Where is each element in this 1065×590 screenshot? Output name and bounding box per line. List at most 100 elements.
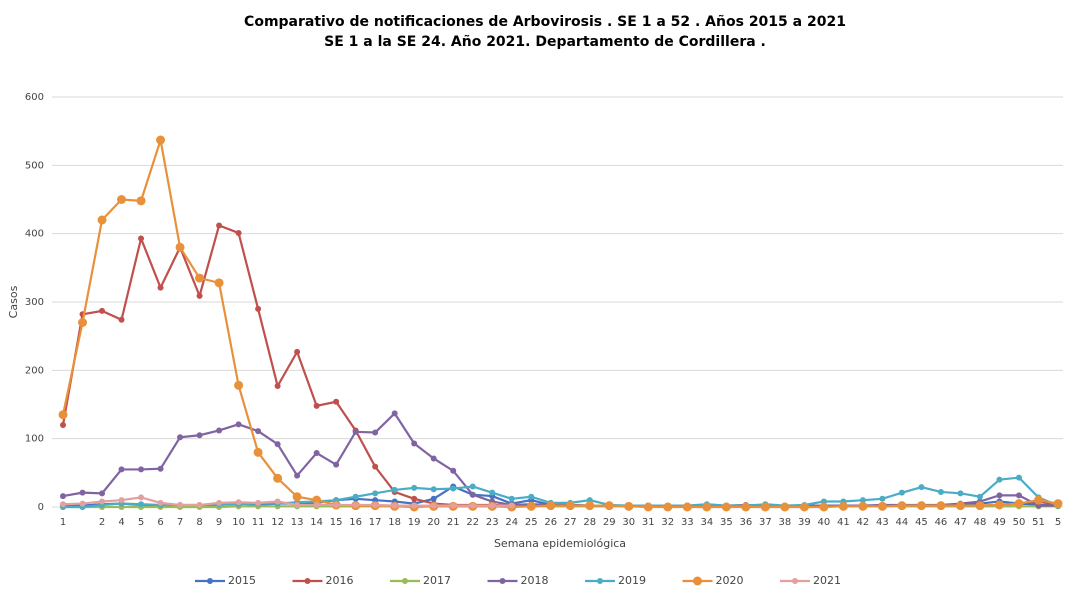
- x-tick-label: 43: [876, 517, 889, 528]
- data-point: [508, 495, 515, 502]
- data-point: [411, 495, 418, 502]
- x-tick-label: 45: [915, 517, 928, 528]
- data-point: [565, 501, 575, 511]
- legend-label: 2018: [521, 574, 549, 587]
- data-point: [118, 497, 125, 504]
- x-tick-label: 18: [388, 517, 401, 528]
- data-point: [214, 278, 224, 288]
- x-tick-label: 9: [216, 517, 222, 528]
- x-tick-label: 50: [1013, 517, 1026, 528]
- data-point: [955, 501, 965, 511]
- x-tick-label: 37: [759, 517, 772, 528]
- data-point: [58, 410, 68, 420]
- x-tick-label: 19: [408, 517, 421, 528]
- data-point: [352, 493, 359, 500]
- data-point: [294, 472, 301, 479]
- x-tick-label: 27: [564, 517, 577, 528]
- x-tick-label: 5: [1055, 517, 1061, 528]
- data-point: [546, 501, 556, 511]
- series-line: [61, 139, 1059, 509]
- data-point: [702, 502, 712, 512]
- data-point: [294, 501, 301, 508]
- data-point: [78, 318, 88, 327]
- x-axis-label: Semana epidemiológica: [494, 537, 626, 550]
- data-point: [274, 498, 281, 505]
- x-tick-label: 10: [232, 517, 245, 528]
- data-point: [682, 502, 692, 512]
- data-point: [333, 501, 340, 508]
- data-point: [976, 493, 983, 500]
- y-axis-label: Casos: [7, 285, 20, 318]
- data-point: [526, 501, 536, 511]
- x-tick-label: 29: [603, 517, 616, 528]
- x-tick-label: 21: [447, 517, 460, 528]
- data-point: [918, 484, 925, 491]
- x-tick-label: 51: [1032, 517, 1045, 528]
- data-point: [216, 499, 223, 506]
- legend-label: 2020: [716, 574, 744, 587]
- data-point: [391, 502, 398, 509]
- data-point: [372, 463, 379, 470]
- data-point: [489, 502, 496, 509]
- data-point: [138, 501, 145, 508]
- data-point: [312, 495, 322, 505]
- data-point: [156, 135, 166, 145]
- x-tick-label: 46: [935, 517, 948, 528]
- data-point: [97, 215, 107, 225]
- data-point: [60, 493, 66, 500]
- y-tick-label: 300: [25, 297, 44, 308]
- x-tick-label: 44: [896, 517, 909, 528]
- x-tick-label: 33: [681, 517, 694, 528]
- data-point: [255, 428, 262, 435]
- data-point: [760, 502, 770, 512]
- data-point: [294, 348, 301, 355]
- data-point: [333, 461, 340, 468]
- x-tick-label: 26: [544, 517, 557, 528]
- data-point: [216, 427, 223, 434]
- data-point: [138, 494, 145, 501]
- data-point: [975, 501, 985, 511]
- data-point: [957, 490, 964, 497]
- data-point: [450, 485, 457, 492]
- data-point: [352, 428, 359, 435]
- x-tick-label: 23: [486, 517, 499, 528]
- data-point: [79, 489, 86, 496]
- y-tick-label: 500: [25, 160, 44, 171]
- data-point: [234, 380, 244, 390]
- data-point: [117, 195, 127, 204]
- data-point: [372, 429, 379, 436]
- data-point: [877, 501, 887, 511]
- data-point: [838, 501, 848, 511]
- data-point: [216, 222, 223, 229]
- data-point: [292, 492, 302, 502]
- legend-label: 2021: [813, 574, 841, 587]
- data-point: [235, 499, 242, 506]
- x-tick-label: 39: [798, 517, 811, 528]
- data-point: [937, 488, 944, 495]
- data-point: [819, 502, 829, 512]
- legend-marker: [597, 578, 603, 584]
- data-point: [313, 450, 320, 457]
- legend-label: 2015: [228, 574, 256, 587]
- data-point: [624, 501, 634, 511]
- data-point: [138, 466, 145, 473]
- data-point: [430, 495, 437, 502]
- data-point: [273, 473, 283, 483]
- data-point: [274, 441, 281, 448]
- y-tick-label: 600: [25, 92, 44, 103]
- x-tick-label: 1: [60, 517, 66, 528]
- x-tick-label: 15: [330, 517, 343, 528]
- data-point: [196, 501, 203, 508]
- data-point: [489, 489, 496, 496]
- x-tick-label: 28: [583, 517, 596, 528]
- data-point: [450, 467, 457, 474]
- x-tick-label: 40: [818, 517, 831, 528]
- x-tick-label: 34: [700, 517, 713, 528]
- data-point: [195, 273, 205, 283]
- x-tick-label: 48: [974, 517, 987, 528]
- x-tick-label: 32: [661, 517, 674, 528]
- x-tick-label: 7: [177, 517, 183, 528]
- x-tick-label: 2: [99, 517, 105, 528]
- y-tick-label: 400: [25, 229, 44, 240]
